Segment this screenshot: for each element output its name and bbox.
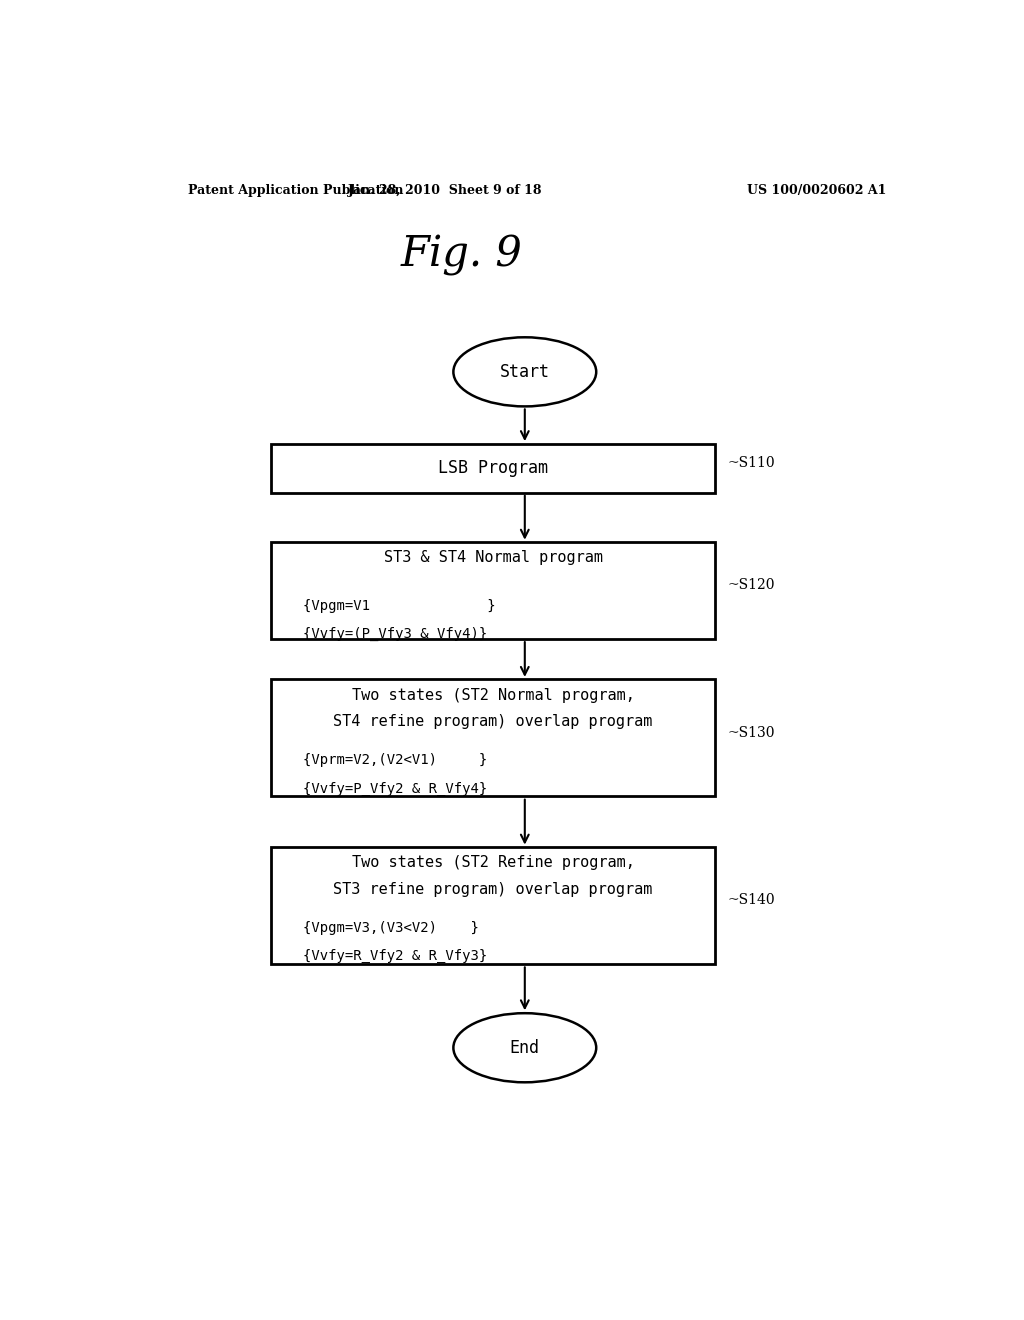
- Text: LSB Program: LSB Program: [438, 459, 548, 478]
- Text: {Vprm=V2,(V2<V1)     }: {Vprm=V2,(V2<V1) }: [303, 754, 486, 767]
- Text: {Vvfy=(P_Vfy3 & Vfy4)}: {Vvfy=(P_Vfy3 & Vfy4)}: [303, 627, 486, 642]
- Text: {Vvfy=R_Vfy2 & R_Vfy3}: {Vvfy=R_Vfy2 & R_Vfy3}: [303, 949, 486, 964]
- Bar: [270, 680, 715, 796]
- Text: Patent Application Publication: Patent Application Publication: [187, 185, 403, 198]
- Ellipse shape: [454, 1014, 596, 1082]
- Text: Jan. 28, 2010  Sheet 9 of 18: Jan. 28, 2010 Sheet 9 of 18: [348, 185, 543, 198]
- Text: ST3 refine program) overlap program: ST3 refine program) overlap program: [334, 882, 652, 896]
- Text: {Vpgm=V1              }: {Vpgm=V1 }: [303, 598, 496, 612]
- Text: {Vvfy=P_Vfy2 & R_Vfy4}: {Vvfy=P_Vfy2 & R_Vfy4}: [303, 781, 486, 796]
- Bar: [270, 847, 715, 964]
- Text: Fig. 9: Fig. 9: [400, 234, 522, 276]
- Bar: [270, 444, 715, 492]
- Text: ST3 & ST4 Normal program: ST3 & ST4 Normal program: [384, 550, 602, 565]
- Text: ~S130: ~S130: [727, 726, 775, 739]
- Text: {Vpgm=V3,(V3<V2)    }: {Vpgm=V3,(V3<V2) }: [303, 921, 478, 935]
- Text: Two states (ST2 Normal program,: Two states (ST2 Normal program,: [351, 688, 635, 702]
- Text: End: End: [510, 1039, 540, 1057]
- Text: ~S120: ~S120: [727, 578, 775, 593]
- Text: Two states (ST2 Refine program,: Two states (ST2 Refine program,: [351, 855, 635, 870]
- Text: Start: Start: [500, 363, 550, 381]
- Bar: [270, 543, 715, 639]
- Text: US 100/0020602 A1: US 100/0020602 A1: [748, 185, 887, 198]
- Text: ~S140: ~S140: [727, 894, 775, 907]
- Ellipse shape: [454, 338, 596, 407]
- Text: ST4 refine program) overlap program: ST4 refine program) overlap program: [334, 714, 652, 729]
- Text: ~S110: ~S110: [727, 457, 775, 470]
